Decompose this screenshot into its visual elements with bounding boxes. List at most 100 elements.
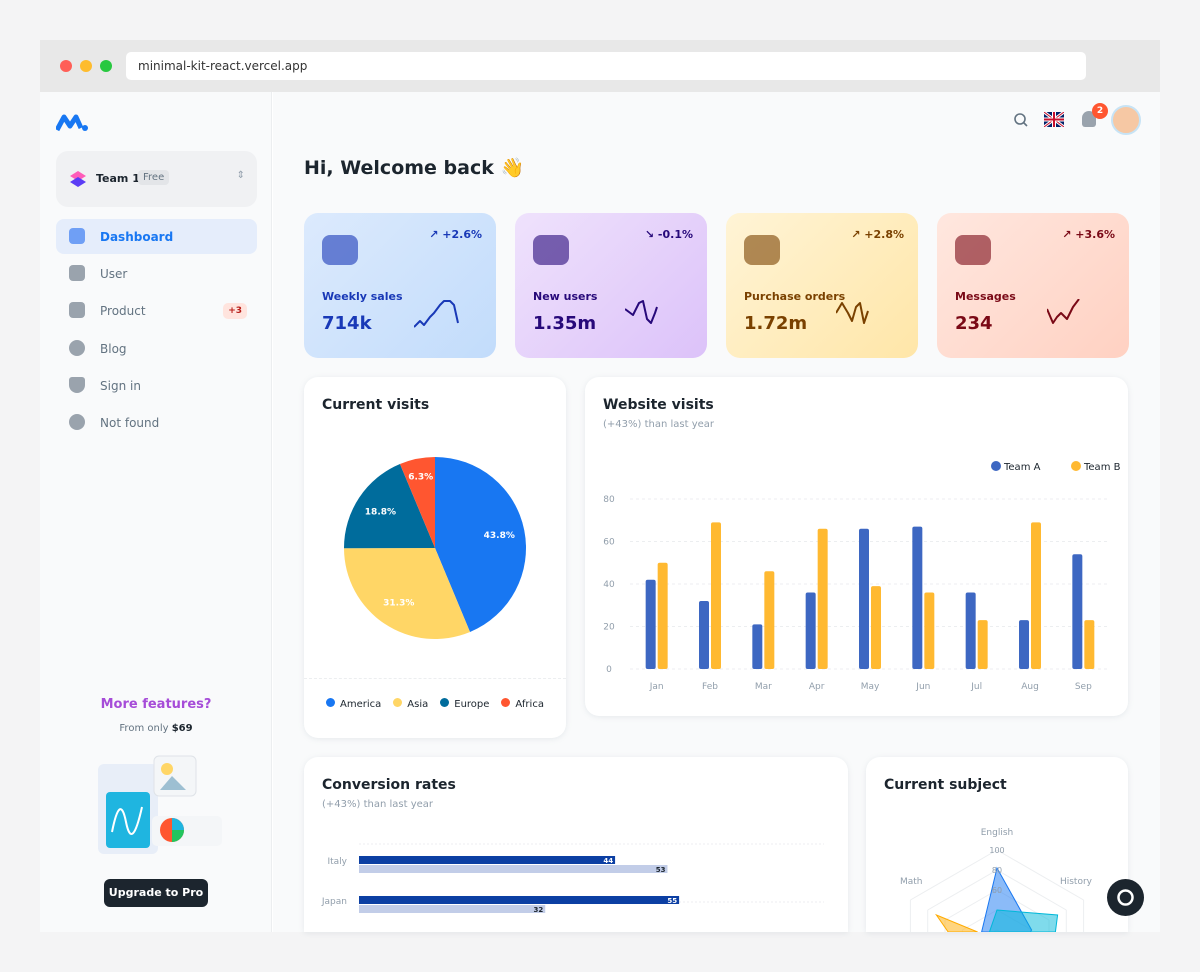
sidebar-item-not-found[interactable]: Not found <box>56 405 257 440</box>
stat-card-weekly-sales: ↗ +2.6% Weekly sales 714k <box>304 213 496 358</box>
maximize-window-button[interactable] <box>100 60 112 72</box>
y-tick-label: 80 <box>603 495 615 505</box>
sidebar: Team 1 Free ⇕ Dashboard User Product +3 B… <box>40 92 272 932</box>
upgrade-button[interactable]: Upgrade to Pro <box>104 879 208 907</box>
trend-percent: ↗ +3.6% <box>1062 228 1115 241</box>
change-value: -0.1% <box>657 228 693 241</box>
card-title: Website visits <box>603 397 714 413</box>
radar-tick-label: 60 <box>992 886 1002 895</box>
conversion-rates-card: Conversion rates (+43%) than last year I… <box>304 757 848 932</box>
lock-icon <box>69 377 85 393</box>
bar-team-a-aug <box>1019 620 1029 669</box>
sidebar-item-sign-in[interactable]: Sign in <box>56 368 257 403</box>
sparkline <box>625 300 658 324</box>
close-window-button[interactable] <box>60 60 72 72</box>
bar-data-label: 44 <box>603 857 613 865</box>
language-flag-icon[interactable] <box>1044 112 1064 127</box>
change-value: +2.8% <box>864 228 904 241</box>
trend-down-icon: ↘ <box>644 228 655 241</box>
stat-card-new-users: ↘ -0.1% New users 1.35m <box>515 213 707 358</box>
sparkline <box>1047 299 1080 324</box>
product-badge: +3 <box>223 302 247 319</box>
sidebar-item-user[interactable]: User <box>56 256 257 291</box>
pie-slice-africa <box>399 457 435 548</box>
stat-value: 714k <box>322 313 372 334</box>
stat-value: 234 <box>955 313 993 334</box>
sidebar-item-dashboard[interactable]: Dashboard <box>56 219 257 254</box>
bar-team-a-may <box>859 528 869 669</box>
current-subject-card: Current subject English History Math 100 80 6… <box>866 757 1128 932</box>
legend-label: Team A <box>1003 462 1041 473</box>
bar-team-b-aug <box>1031 522 1041 669</box>
bar-data-label: 55 <box>667 897 677 905</box>
card-subtitle: (+43%) than last year <box>322 799 434 810</box>
bar-italy-0 <box>359 856 616 864</box>
radar-tick-label: 100 <box>989 846 1004 855</box>
user-icon <box>69 265 85 281</box>
sidebar-item-label: User <box>100 266 128 281</box>
bar-data-label: 32 <box>533 906 543 914</box>
radar-grid-ring <box>910 849 998 901</box>
trend-percent: ↗ +2.6% <box>429 228 482 241</box>
x-tick-label: Apr <box>809 682 825 692</box>
trend-percent: ↘ -0.1% <box>645 228 693 241</box>
address-bar[interactable]: minimal-kit-react.vercel.app <box>126 52 1086 80</box>
card-title: Current visits <box>322 397 430 413</box>
trend-up-icon: ↗ <box>429 228 439 241</box>
bar-team-a-jan <box>645 579 656 669</box>
legend-label: Africa <box>515 699 544 710</box>
promo-illustration <box>98 755 222 854</box>
radar-axis-label: English <box>981 828 1014 838</box>
bar-data-label: 53 <box>656 866 666 874</box>
promo-price: $69 <box>171 723 193 734</box>
bar-team-b-feb <box>711 522 721 669</box>
card-title: Conversion rates <box>322 777 456 793</box>
legend-item-america: America <box>326 698 381 710</box>
y-category-label: Italy <box>327 857 347 867</box>
bar-japan-1 <box>359 905 546 913</box>
bar-team-b-may <box>871 586 881 669</box>
sidebar-item-product[interactable]: Product +3 <box>56 293 257 328</box>
team-logo-icon <box>70 171 86 187</box>
y-category-label: Japan <box>321 897 347 907</box>
sidebar-item-label: Blog <box>100 341 127 356</box>
bar-team-a-mar <box>752 624 763 669</box>
team-switcher[interactable]: Team 1 Free ⇕ <box>56 151 257 207</box>
message-icon <box>955 235 991 265</box>
promo-price-line: From only $69 <box>40 723 272 734</box>
search-icon[interactable] <box>1013 112 1029 128</box>
legend-label: Asia <box>407 699 429 710</box>
stat-label: New users <box>533 290 598 303</box>
card-title: Current subject <box>884 777 1007 793</box>
logo[interactable] <box>56 114 88 132</box>
plan-badge: Free <box>138 170 170 185</box>
card-subtitle: (+43%) than last year <box>603 419 715 430</box>
trend-up-icon: ↗ <box>851 228 861 241</box>
pie-legend: America Asia Europe Africa <box>304 698 566 710</box>
github-button[interactable] <box>1107 879 1144 916</box>
radar-axis-label: History <box>1060 877 1093 887</box>
legend-label: America <box>340 699 382 710</box>
pie-slice-europe <box>344 464 435 549</box>
cart-icon <box>69 302 85 318</box>
sidebar-item-label: Product <box>100 303 146 318</box>
legend-dot <box>440 698 450 707</box>
promo-from: From only <box>119 723 169 734</box>
main-content: 2 Hi, Welcome back 👋 ↗ +2.6% Weekly sale… <box>273 92 1160 932</box>
sidebar-item-blog[interactable]: Blog <box>56 331 257 366</box>
legend-dot <box>1071 461 1081 471</box>
radar-tick-label: 80 <box>992 866 1002 875</box>
legend-item-asia: Asia <box>393 698 428 710</box>
x-tick-label: Sep <box>1075 682 1092 692</box>
browser-toolbar: minimal-kit-react.vercel.app <box>40 40 1160 92</box>
minimize-window-button[interactable] <box>80 60 92 72</box>
pie-chart: 43.8% 31.3% 18.8% 6.3% <box>344 457 527 639</box>
avatar[interactable] <box>1111 105 1141 135</box>
bar-team-b-jan <box>657 562 668 669</box>
legend-dot <box>326 698 336 707</box>
change-value: +3.6% <box>1075 228 1115 241</box>
x-tick-label: Jul <box>970 682 982 692</box>
bar-team-b-sep <box>1084 620 1095 669</box>
bar-team-a-jul <box>965 592 976 669</box>
current-visits-card: Current visits 43.8% 31.3% 18.8% 6.3% Ameri… <box>304 377 566 738</box>
